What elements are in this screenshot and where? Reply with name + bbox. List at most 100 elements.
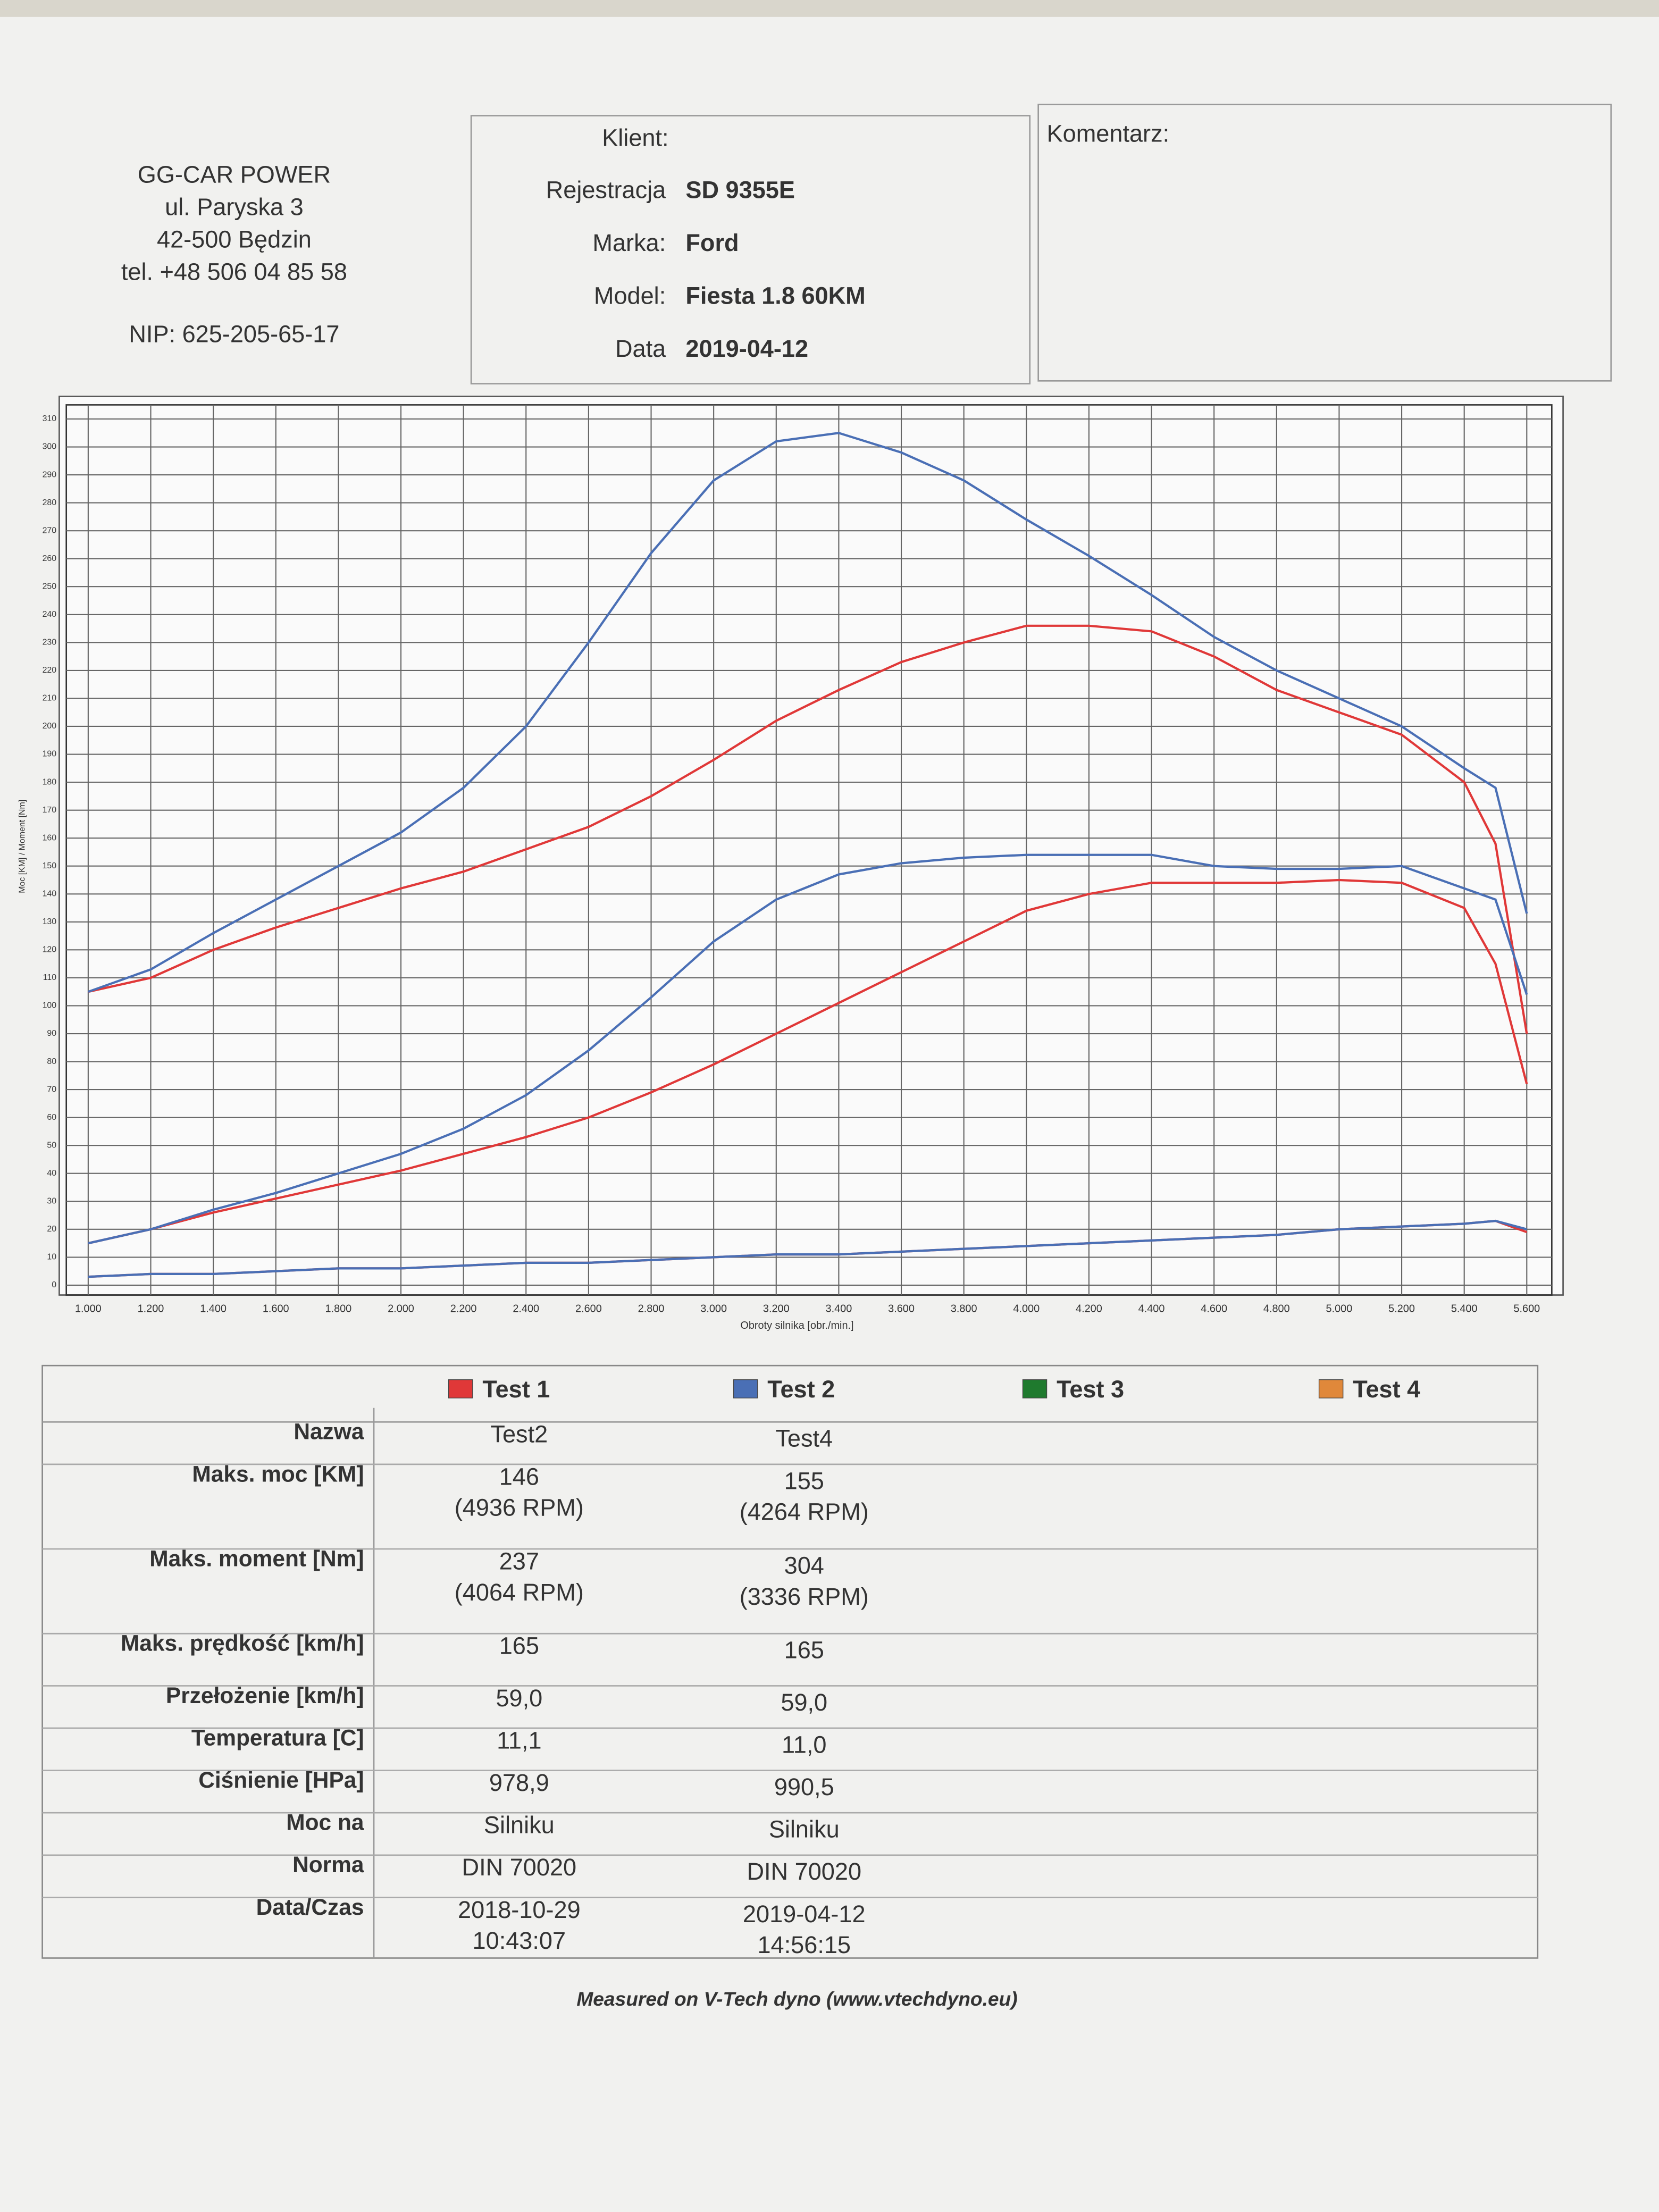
row-label: Moc na (286, 1810, 364, 1835)
legend-label: Test 2 (767, 1376, 835, 1403)
comment-label: Komentarz: (1047, 120, 1170, 147)
table-cell: 978,9 (489, 1769, 549, 1796)
y-axis-label: Moc [KM] / Moment [Nm] (18, 800, 27, 893)
y-tick-label: 300 (43, 442, 57, 451)
y-tick-label: 310 (43, 414, 57, 423)
table-cell: 165 (499, 1632, 539, 1660)
row-label: Przełożenie [km/h] (166, 1683, 364, 1708)
table-cell: 2018-10-29 (458, 1896, 581, 1923)
table-cell: Test2 (490, 1421, 548, 1448)
x-tick-label: 3.200 (763, 1303, 790, 1314)
table-cell: Test4 (775, 1425, 833, 1452)
x-tick-label: 3.000 (700, 1303, 727, 1314)
table-cell: 165 (784, 1637, 824, 1664)
y-tick-label: 100 (43, 1001, 57, 1010)
y-tick-label: 0 (52, 1280, 56, 1289)
plot-frame (65, 404, 1553, 1296)
y-tick-label: 170 (43, 806, 57, 815)
y-tick-label: 90 (47, 1029, 56, 1038)
curve (88, 432, 1528, 993)
table-cell: 990,5 (774, 1773, 834, 1800)
table-cell: (4264 RPM) (740, 1498, 869, 1526)
table-cell: 10:43:07 (473, 1927, 566, 1954)
x-tick-label: 4.400 (1138, 1303, 1165, 1314)
company-line: ul. Paryska 3 (165, 194, 304, 221)
table-cell: Silniku (484, 1812, 555, 1839)
x-tick-label: 3.600 (888, 1303, 915, 1314)
field-label: Rejestracja (546, 177, 666, 204)
table-cell: Silniku (769, 1816, 840, 1843)
x-tick-label: 4.800 (1263, 1303, 1290, 1314)
table-cell: (3336 RPM) (740, 1583, 869, 1610)
row-label: Maks. moc [KM] (192, 1461, 364, 1486)
x-axis-label: Obroty silnika [obr./min.] (740, 1320, 853, 1331)
y-tick-label: 70 (47, 1085, 56, 1094)
company-line: GG-CAR POWER (138, 161, 331, 188)
field-value: Ford (685, 229, 739, 256)
y-tick-label: 180 (43, 777, 57, 786)
table-cell: DIN 70020 (462, 1854, 577, 1881)
table-cell: 11,1 (497, 1727, 541, 1754)
row-label: Maks. moment [Nm] (149, 1546, 364, 1571)
x-tick-label: 5.600 (1513, 1303, 1540, 1314)
x-tick-label: 5.000 (1326, 1303, 1353, 1314)
table-cell: 11,0 (782, 1731, 826, 1758)
table-cell: 155 (784, 1467, 824, 1494)
x-tick-label: 4.000 (1013, 1303, 1040, 1314)
table-cell: 146 (499, 1463, 539, 1490)
y-tick-label: 40 (47, 1169, 56, 1178)
y-tick-label: 150 (43, 861, 57, 870)
y-tick-label: 260 (43, 554, 57, 563)
table-cell: (4936 RPM) (455, 1494, 584, 1521)
x-tick-label: 2.400 (513, 1303, 539, 1314)
curve (88, 853, 1528, 1245)
y-tick-label: 220 (43, 666, 57, 675)
row-label: Maks. prędkość [km/h] (121, 1631, 364, 1656)
table-cell: 59,0 (781, 1689, 827, 1716)
table-cell: DIN 70020 (747, 1858, 861, 1885)
company-line: 42-500 Będzin (157, 226, 312, 253)
y-tick-label: 10 (47, 1253, 56, 1262)
x-tick-label: 2.000 (388, 1303, 414, 1314)
legend-swatch (448, 1379, 473, 1398)
legend-label: Test 4 (1353, 1376, 1420, 1403)
y-tick-label: 280 (43, 498, 57, 507)
x-tick-label: 2.800 (638, 1303, 665, 1314)
y-tick-label: 290 (43, 470, 57, 479)
y-tick-label: 50 (47, 1141, 56, 1150)
y-tick-label: 210 (43, 694, 57, 703)
x-tick-label: 4.200 (1076, 1303, 1102, 1314)
table-cell: 14:56:15 (757, 1931, 851, 1958)
curve (88, 878, 1528, 1245)
table-frame (41, 1364, 1539, 1959)
table-cell: 2019-04-12 (743, 1900, 866, 1928)
y-tick-label: 190 (43, 750, 57, 759)
row-label: Ciśnienie [HPa] (198, 1767, 364, 1792)
y-tick-label: 160 (43, 833, 57, 842)
legend-label: Test 1 (482, 1376, 550, 1403)
x-tick-label: 2.200 (450, 1303, 477, 1314)
x-tick-label: 4.600 (1201, 1303, 1227, 1314)
x-tick-label: 5.200 (1388, 1303, 1415, 1314)
y-tick-label: 110 (43, 973, 57, 982)
table-cell: 59,0 (496, 1685, 542, 1712)
field-value: Fiesta 1.8 60KM (685, 282, 865, 309)
nip: NIP: 625-205-65-17 (129, 320, 339, 347)
comment-box (1037, 104, 1612, 382)
x-tick-label: 2.600 (575, 1303, 602, 1314)
y-tick-label: 80 (47, 1057, 56, 1066)
field-label: Model: (594, 282, 666, 309)
y-tick-label: 250 (43, 582, 57, 591)
row-label: Temperatura [C] (191, 1725, 364, 1750)
footer: Measured on V-Tech dyno (www.vtechdyno.e… (576, 1988, 1017, 2010)
y-tick-label: 140 (43, 889, 57, 898)
curve (88, 624, 1528, 1034)
field-label: Data (615, 335, 666, 362)
row-label: Nazwa (294, 1419, 364, 1444)
field-label: Marka: (592, 229, 666, 256)
y-tick-label: 230 (43, 638, 57, 647)
y-tick-label: 270 (43, 526, 57, 535)
field-value: 2019-04-12 (685, 335, 808, 362)
